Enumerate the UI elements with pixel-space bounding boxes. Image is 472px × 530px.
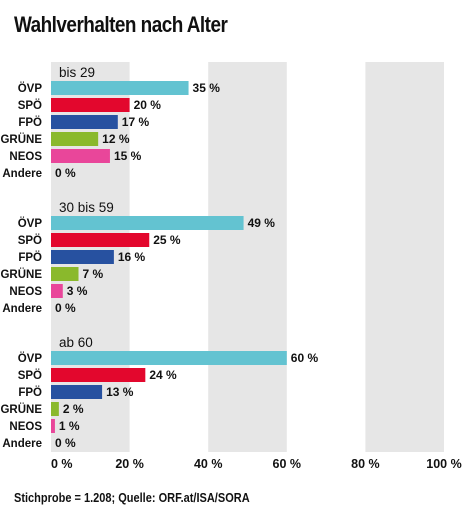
value-label: 1 % (59, 419, 80, 433)
value-label: 2 % (63, 402, 84, 416)
bar-grüne (51, 402, 59, 416)
x-tick-label: 20 % (115, 457, 144, 471)
value-label: 25 % (153, 233, 181, 247)
value-label: 16 % (118, 250, 146, 264)
value-label: 3 % (67, 284, 88, 298)
bar-övp (51, 81, 189, 95)
bar-grüne (51, 267, 79, 281)
category-label: NEOS (9, 151, 42, 163)
value-label: 15 % (114, 149, 142, 163)
value-label: 0 % (55, 436, 76, 450)
category-label: ÖVP (18, 352, 43, 365)
x-tick-label: 60 % (273, 457, 302, 471)
category-label: ÖVP (18, 82, 43, 95)
category-label: FPÖ (18, 386, 42, 399)
bar-fpö (51, 385, 103, 399)
group-label: 30 bis 59 (59, 200, 114, 215)
category-label: SPÖ (18, 369, 42, 382)
group-label: ab 60 (59, 335, 93, 350)
category-label: GRÜNE (0, 403, 42, 416)
bar-övp (51, 216, 244, 230)
value-label: 35 % (193, 81, 221, 95)
category-label: SPÖ (18, 234, 42, 247)
x-tick-label: 100 % (426, 457, 461, 471)
value-label: 24 % (149, 368, 177, 382)
group-label: bis 29 (59, 65, 95, 80)
source-note: Stichprobe = 1.208; Quelle: ORF.at/ISA/S… (14, 491, 250, 505)
bar-övp (51, 351, 287, 365)
value-label: 60 % (291, 351, 319, 365)
grid-band-2 (365, 62, 444, 452)
bar-spö (51, 98, 130, 112)
value-label: 17 % (122, 115, 150, 129)
category-label: SPÖ (18, 99, 42, 112)
x-tick-label: 40 % (194, 457, 223, 471)
value-label: 0 % (55, 301, 76, 315)
bar-spö (51, 368, 146, 382)
bar-neos (51, 284, 63, 298)
category-label: GRÜNE (0, 133, 42, 146)
value-label: 13 % (106, 385, 134, 399)
x-tick-label: 0 % (51, 457, 73, 471)
category-label: GRÜNE (0, 268, 42, 281)
bar-neos (51, 419, 55, 433)
category-label: NEOS (9, 286, 42, 298)
category-label: Andere (2, 168, 42, 180)
chart-title: Wahlverhalten nach Alter (14, 12, 228, 37)
value-label: 0 % (55, 166, 76, 180)
value-label: 20 % (134, 98, 162, 112)
bar-neos (51, 149, 110, 163)
category-label: FPÖ (18, 116, 42, 129)
category-label: NEOS (9, 421, 42, 433)
value-label: 49 % (248, 216, 276, 230)
category-label: FPÖ (18, 251, 42, 264)
grid-band-1 (208, 62, 287, 452)
category-label: Andere (2, 303, 42, 315)
bar-fpö (51, 115, 118, 129)
category-label: Andere (2, 438, 42, 450)
bar-fpö (51, 250, 114, 264)
value-label: 7 % (83, 267, 104, 281)
value-label: 12 % (102, 132, 130, 146)
bar-grüne (51, 132, 99, 146)
category-label: ÖVP (18, 217, 43, 230)
x-tick-label: 80 % (351, 457, 380, 471)
bar-spö (51, 233, 150, 247)
